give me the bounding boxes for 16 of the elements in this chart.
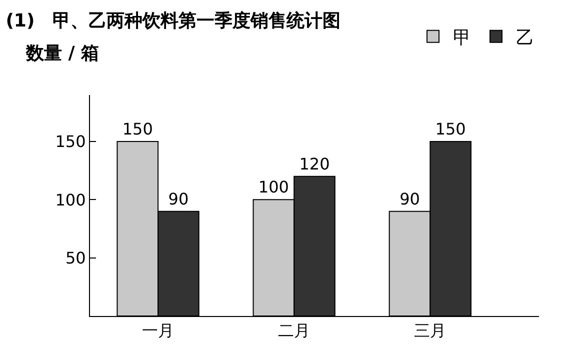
chart-title: (1) 甲、乙两种饮料第一季度销售统计图 [6,10,341,32]
data-label: 150 [122,120,153,139]
data-label: 90 [168,189,189,208]
data-label: 90 [400,189,420,208]
data-label: 100 [258,178,289,197]
y-tick-label: 100 [55,190,86,210]
x-tick-label: 三月 [414,321,446,340]
data-label: 120 [299,154,330,174]
legend-label: 乙 [516,27,534,48]
legend-label: 甲 [453,27,471,48]
y-tick-label: 50 [65,248,86,268]
x-tick-label: 二月 [278,321,310,340]
y-axis-title: 数量 / 箱 [25,43,100,64]
data-label: 150 [435,120,466,139]
x-tick-label: 一月 [142,321,174,340]
y-tick-label: 150 [55,132,86,152]
